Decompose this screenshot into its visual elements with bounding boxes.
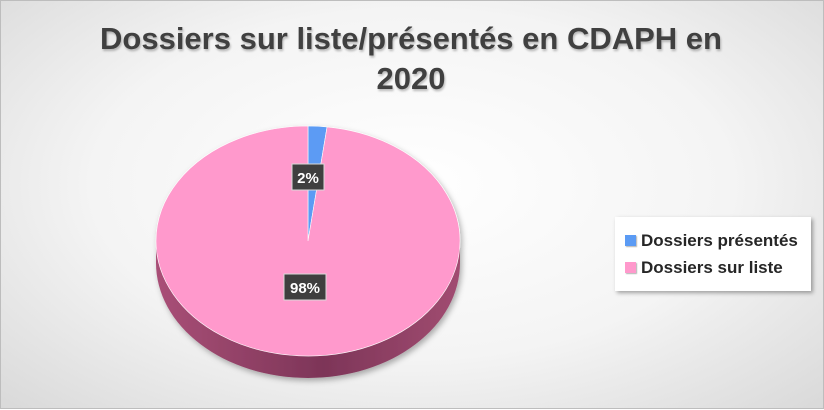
legend-label: Dossiers sur liste — [641, 257, 783, 277]
legend-swatch — [625, 235, 636, 246]
chart-title: Dossiers sur liste/présentés en CDAPH en… — [100, 21, 722, 96]
data-label-text: 2% — [297, 170, 319, 187]
data-label-box — [283, 273, 327, 301]
legend-swatch — [625, 262, 636, 273]
slice-dossiers-sur-liste — [155, 125, 461, 357]
legend: Dossiers présentés Dossiers sur liste — [615, 217, 811, 291]
legend-label: Dossiers présentés — [641, 230, 798, 250]
data-label: 2% — [291, 163, 325, 191]
data-label-text: 98% — [290, 280, 320, 297]
data-label-box — [291, 163, 325, 191]
pie-side — [156, 241, 460, 378]
legend-item-dossiers-presentes: Dossiers présentés — [625, 227, 811, 254]
data-label: 98% — [283, 273, 327, 301]
legend-item-dossiers-sur-liste: Dossiers sur liste — [625, 254, 811, 281]
